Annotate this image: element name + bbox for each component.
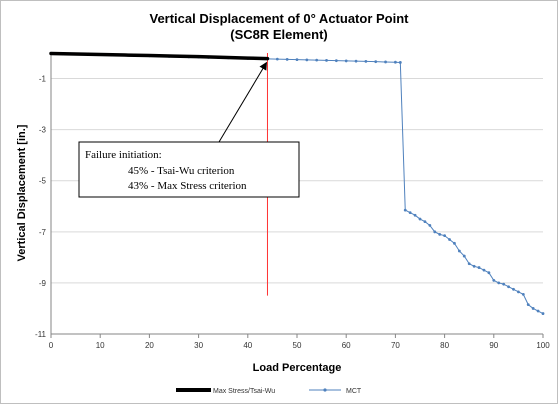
mct-point-30	[344, 59, 348, 63]
mct-point-31	[354, 59, 358, 63]
mct-point-62	[526, 303, 530, 307]
mct-point-49	[462, 254, 466, 258]
grid-lines	[51, 78, 543, 335]
mct-point-24	[285, 57, 289, 61]
x-tick-label-10: 100	[536, 341, 550, 350]
x-tick-label-7: 70	[391, 341, 400, 350]
x-tick-label-5: 50	[293, 341, 302, 350]
annotation-arrow	[218, 61, 267, 143]
annotation-title: Failure initiation:	[85, 149, 162, 161]
mct-point-50	[467, 262, 471, 266]
mct-point-65	[541, 312, 545, 315]
mct-point-42	[428, 224, 432, 227]
mct-point-28	[325, 59, 328, 62]
mct-point-27	[315, 58, 319, 62]
mct-point-57	[502, 282, 506, 286]
mct-point-34	[384, 60, 387, 64]
legend-label-mct: MCT	[346, 388, 362, 395]
x-axis-label: Load Percentage	[253, 362, 342, 374]
x-tick-label-9: 90	[489, 341, 498, 350]
mct-point-25	[295, 58, 299, 62]
mct-point-44	[438, 232, 442, 236]
mct-point-39	[413, 213, 417, 217]
mct-point-56	[497, 281, 501, 285]
legend-marker-mct	[323, 388, 327, 392]
tick-labels: 0 10 20 30 40 50 60 70 80 90 100 -1 -3 -5 -7 -9 -11	[35, 75, 550, 350]
y-tick-label-4: -9	[39, 279, 47, 288]
mct-point-53	[482, 268, 486, 272]
annotation-line-1: 45% - Tsai-Wu criterion	[128, 165, 235, 177]
mct-point-35	[394, 60, 397, 64]
mct-point-45	[443, 234, 446, 238]
mct-point-58	[507, 285, 510, 289]
mct-point-55	[492, 278, 496, 282]
mct-point-23	[275, 57, 279, 61]
chart-title: Vertical Displacement of 0° Actuator Poi…	[149, 11, 409, 26]
mct-point-51	[472, 264, 476, 268]
annotation-line-2: 43% - Max Stress criterion	[128, 180, 247, 192]
annotation: Failure initiation: 45% - Tsai-Wu criter…	[78, 61, 300, 198]
y-tick-label-3: -7	[39, 228, 47, 237]
y-tick-label-0: -1	[39, 75, 47, 84]
x-tick-label-0: 0	[49, 341, 54, 350]
mct-point-48	[457, 249, 461, 253]
x-tick-label-1: 10	[96, 341, 105, 350]
mct-point-61	[521, 293, 525, 296]
mct-point-41	[423, 220, 427, 224]
y-tick-label-2: -5	[39, 177, 47, 186]
x-tick-label-4: 40	[243, 341, 252, 350]
x-tick-label-3: 30	[194, 341, 203, 350]
mct-point-29	[334, 59, 338, 63]
mct-point-54	[487, 271, 491, 275]
mct-point-38	[408, 211, 412, 215]
annotation-box	[78, 141, 300, 198]
mct-point-43	[433, 230, 437, 234]
mct-point-46	[448, 238, 451, 241]
mct-point-37	[403, 208, 407, 212]
legend-label-max-stress: Max Stress/Tsai-Wu	[213, 388, 275, 395]
series-layer	[49, 51, 545, 315]
axes	[50, 53, 544, 338]
chart-subtitle: (SC8R Element)	[230, 27, 328, 42]
y-axis-label: Vertical Displacement [in.]	[16, 124, 28, 261]
mct-point-59	[512, 287, 515, 291]
series-line-max-stress	[49, 51, 270, 61]
x-tick-label-2: 20	[145, 341, 154, 350]
mct-point-60	[517, 290, 520, 294]
y-tick-label-1: -3	[39, 126, 47, 135]
mct-point-40	[418, 217, 422, 221]
mct-point-52	[477, 266, 481, 269]
y-tick-label-5: -11	[35, 330, 47, 339]
x-tick-label-8: 80	[440, 341, 449, 350]
mct-point-63	[531, 307, 535, 310]
mct-point-32	[364, 60, 368, 63]
mct-point-33	[374, 60, 378, 64]
mct-point-64	[536, 309, 540, 313]
legend: Max Stress/Tsai-Wu MCT	[176, 388, 362, 395]
x-tick-label-6: 60	[342, 341, 351, 350]
mct-point-47	[453, 241, 456, 245]
mct-point-36	[398, 61, 402, 64]
mct-point-26	[305, 58, 309, 62]
